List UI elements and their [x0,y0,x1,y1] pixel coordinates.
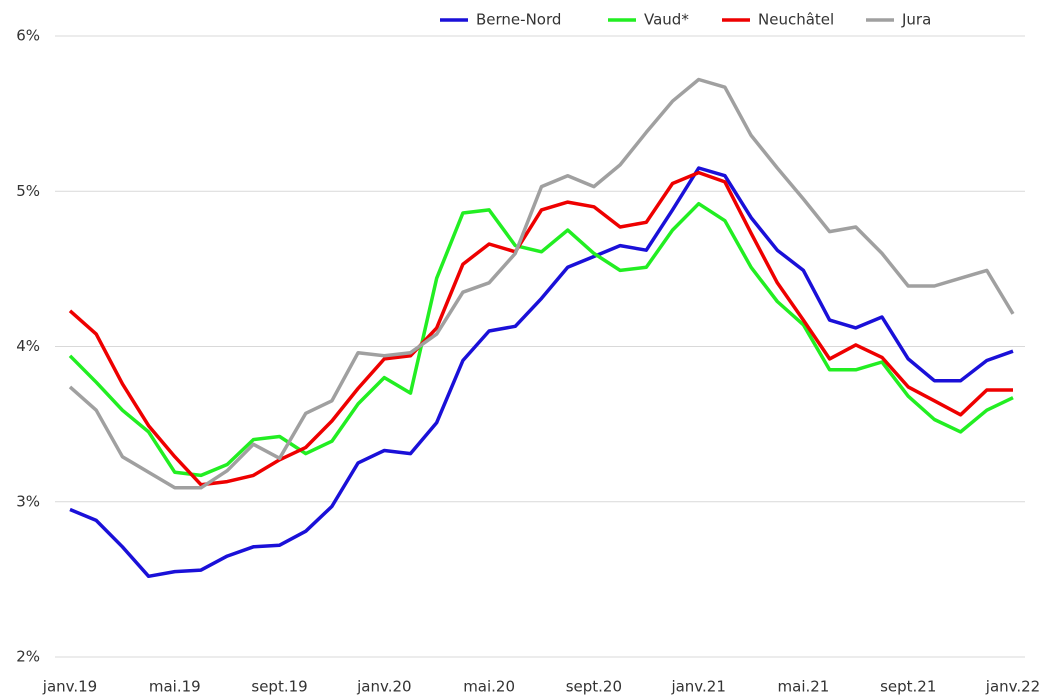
y-tick-label: 2% [16,648,40,666]
x-tick-label: janv.22 [985,678,1040,696]
x-tick-label: mai.21 [778,678,830,696]
series-line [68,201,1014,478]
x-tick-label: sept.20 [566,678,622,696]
x-tick-label: janv.21 [670,678,725,696]
legend-label: Jura [901,11,931,29]
x-tick-label: sept.21 [880,678,936,696]
series-line [68,170,1013,487]
series-line [68,77,1015,490]
y-tick-label: 4% [16,337,40,355]
x-tick-label: sept.19 [251,678,307,696]
x-tick-label: mai.19 [149,678,201,696]
y-tick-label: 5% [16,182,40,200]
x-tick-label: mai.20 [463,678,515,696]
y-tick-label: 3% [16,492,40,510]
x-tick-label: janv.19 [42,678,97,696]
y-tick-label: 6% [16,27,40,45]
x-tick-label: janv.20 [356,678,411,696]
legend-label: Neuchâtel [758,11,834,29]
legend-label: Berne-Nord [476,11,561,29]
series-line [69,166,1014,579]
legend-label: Vaud* [644,11,689,29]
